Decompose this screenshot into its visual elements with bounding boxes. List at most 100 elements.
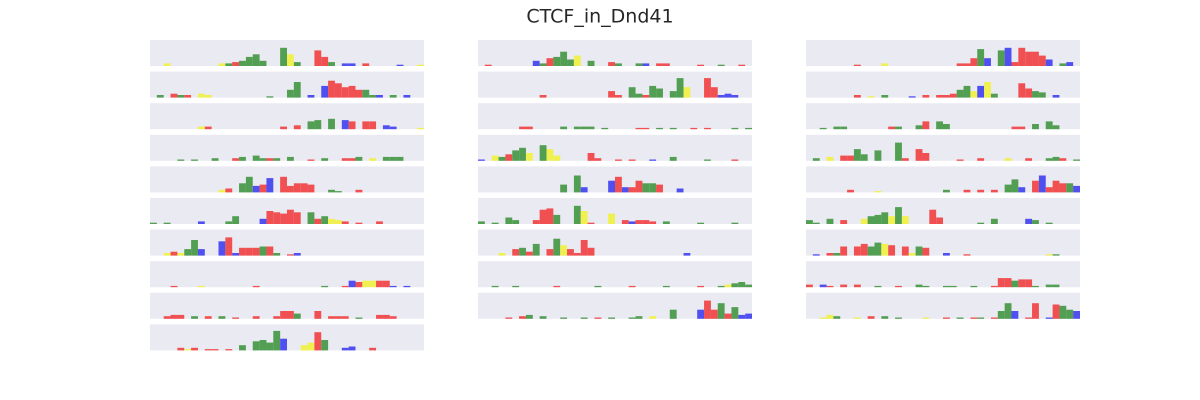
bar [300, 183, 308, 193]
bar [478, 221, 485, 224]
bar [826, 285, 834, 288]
bar [635, 127, 643, 130]
bar [1011, 179, 1019, 193]
bar [662, 285, 670, 288]
bar [1052, 284, 1060, 288]
bar [697, 222, 705, 224]
bar [170, 251, 178, 256]
bar [287, 254, 294, 256]
bar [287, 156, 294, 161]
bar [1066, 183, 1074, 193]
bar [1004, 303, 1012, 319]
bar [232, 62, 240, 66]
bar [833, 126, 841, 130]
bar [717, 285, 725, 288]
bar [232, 158, 240, 161]
bar [519, 247, 526, 256]
bar [232, 216, 240, 224]
bar [163, 63, 171, 66]
bar [1018, 126, 1026, 130]
bar [977, 222, 985, 224]
bar [826, 253, 834, 256]
bar [376, 221, 383, 224]
bar [532, 243, 540, 256]
bar [704, 78, 711, 98]
bar [847, 189, 854, 193]
bar [628, 285, 636, 288]
bar [532, 60, 540, 66]
bar [334, 191, 342, 193]
bar [990, 285, 998, 288]
bar [922, 285, 930, 288]
bar [888, 126, 896, 130]
bar [355, 89, 363, 98]
bar [259, 184, 267, 193]
bar [252, 54, 260, 66]
bar [170, 314, 178, 319]
bar [341, 285, 349, 288]
bar [505, 154, 513, 161]
bar [287, 209, 294, 224]
bar [963, 254, 971, 256]
bar [362, 89, 370, 98]
bar [1032, 51, 1039, 66]
bar [184, 249, 192, 256]
bar [204, 126, 212, 130]
bar [1025, 51, 1033, 66]
bar [287, 185, 294, 193]
bar [580, 211, 588, 224]
bar [649, 183, 657, 193]
bar [484, 64, 492, 66]
bar [560, 245, 568, 256]
bar [328, 218, 335, 224]
bar [232, 253, 240, 256]
bar [922, 153, 930, 161]
bar [943, 95, 950, 98]
bar [225, 188, 233, 193]
bar [307, 121, 315, 130]
bar [915, 284, 923, 288]
bar [662, 63, 670, 66]
bar [553, 285, 561, 288]
bar [245, 247, 253, 256]
bar [211, 349, 219, 351]
bar [573, 253, 581, 256]
bar [997, 311, 1005, 319]
bar [710, 309, 718, 319]
bar [697, 64, 705, 66]
bar [943, 124, 950, 130]
bar [218, 189, 226, 193]
bar [204, 349, 212, 351]
bar [1045, 317, 1053, 319]
bar [396, 64, 404, 66]
bar [573, 175, 581, 193]
bar [280, 126, 287, 130]
bar [1038, 175, 1046, 193]
bar [389, 285, 397, 288]
bar [266, 342, 274, 351]
bar [963, 85, 971, 98]
bar [341, 316, 349, 319]
bar [512, 249, 520, 256]
bar [990, 317, 998, 319]
bar [239, 345, 246, 351]
bar [539, 95, 547, 98]
bar [594, 317, 602, 319]
bar [949, 285, 957, 288]
bar [280, 311, 287, 319]
bar [1066, 309, 1074, 319]
bar [922, 247, 930, 256]
bar [874, 150, 882, 161]
bar [1025, 317, 1033, 319]
bar [826, 218, 834, 224]
bar [328, 62, 335, 66]
bar [321, 216, 329, 224]
bar [348, 280, 356, 288]
bar [280, 47, 287, 66]
bar [239, 247, 246, 256]
bar [163, 222, 171, 224]
bar [1025, 88, 1033, 98]
bar [546, 58, 554, 66]
bar [382, 314, 390, 319]
bar [546, 249, 554, 256]
